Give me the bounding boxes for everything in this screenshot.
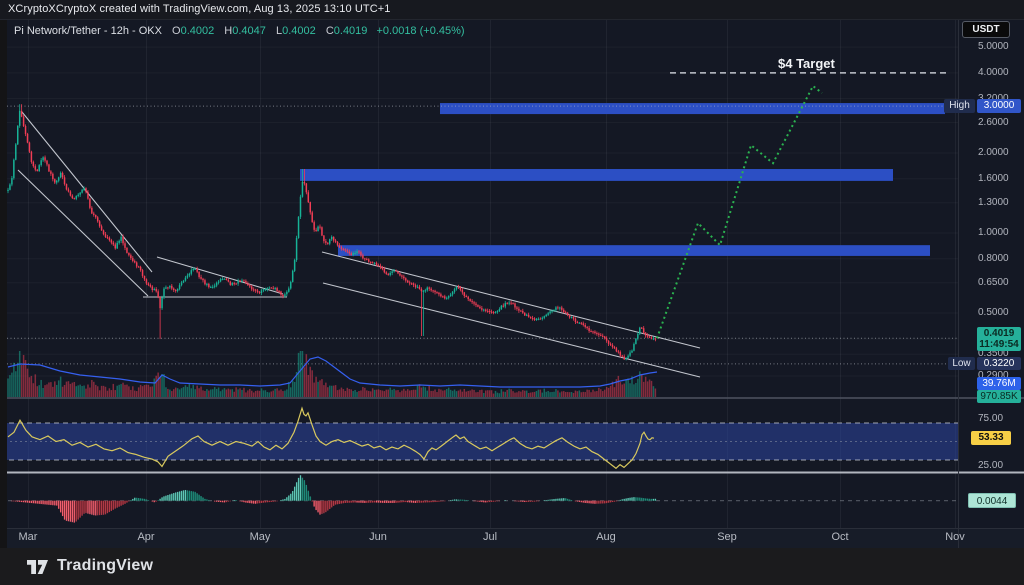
price-tick-label: 0.8000 — [978, 252, 1009, 264]
high-value: 0.4047 — [232, 25, 266, 37]
currency-toggle-button[interactable]: USDT — [962, 21, 1010, 38]
rsi-value-label: 53.33 — [971, 431, 1011, 446]
price-tick-label: 0.2900 — [978, 369, 1009, 381]
symbol-title: Pi Network/Tether - 12h - OKX — [14, 25, 162, 37]
time-axis-month-label[interactable]: Aug — [596, 531, 616, 543]
price-tick-label: 2.0000 — [978, 146, 1009, 158]
histogram-value-label: 0.0044 — [968, 492, 1016, 508]
footer-bar: TradingView — [0, 548, 1024, 585]
low-value: 0.4002 — [282, 25, 316, 37]
close-label: C — [325, 25, 334, 37]
time-axis[interactable] — [0, 528, 1024, 548]
low-label: L — [275, 25, 283, 37]
open-label: O — [172, 25, 181, 37]
attribution-bar: XCryptoXCryptoX created with TradingView… — [0, 0, 1024, 20]
price-tick-label: 4.0000 — [978, 66, 1009, 78]
time-axis-month-label[interactable]: Oct — [831, 531, 849, 543]
price-tick-label: 1.3000 — [978, 196, 1009, 208]
price-tick-label: 5.0000 — [978, 41, 1009, 53]
open-value: 0.4002 — [180, 25, 215, 37]
tradingview-logo-text: TradingView — [57, 556, 154, 574]
high-label: H — [224, 25, 233, 37]
close-value: 0.4019 — [333, 25, 368, 37]
change-value: +0.0018 (+0.45%) — [376, 25, 465, 37]
time-axis-month-label[interactable]: Jul — [482, 531, 498, 543]
last-price-value: 0.4019 — [983, 328, 1015, 340]
price-tick-label: 0.5000 — [978, 307, 1009, 319]
price-tick-label: 2.6000 — [978, 116, 1009, 128]
price-tick-label: 1.6000 — [978, 172, 1009, 184]
low-line-tag: Low — [948, 356, 975, 370]
time-axis-month-label[interactable]: Mar — [18, 531, 38, 543]
price-axis[interactable] — [958, 20, 1024, 548]
tradingview-logo[interactable]: TradingView — [26, 555, 153, 576]
bar-countdown: 11:49:54 — [979, 339, 1019, 351]
price-tick-label: 1.0000 — [978, 227, 1009, 238]
price-tick-label: 0.6500 — [978, 276, 1009, 288]
low-line-value: 0.3220 — [977, 356, 1021, 370]
tradingview-logo-icon — [27, 560, 48, 574]
price-target-annotation: $4 Target — [778, 55, 835, 71]
volume-ma-label: 39.76M — [977, 377, 1021, 390]
price-tick-label: 3.2000 — [978, 93, 1009, 104]
last-price-label: 0.4019 11:49:54 — [977, 327, 1021, 352]
rsi-tick-label: 75.00 — [978, 413, 1004, 425]
time-axis-month-label[interactable]: Apr — [137, 531, 155, 543]
rsi-tick-label: 25.00 — [978, 459, 1004, 471]
high-line-tag: High — [944, 99, 975, 114]
time-axis-month-label[interactable]: Jun — [369, 531, 387, 543]
time-axis-month-label[interactable]: May — [249, 531, 271, 543]
time-axis-month-label[interactable]: Nov — [945, 531, 965, 543]
chart-left-margin — [0, 20, 7, 548]
price-tick-label: 0.3500 — [978, 348, 1009, 360]
chart-canvas[interactable] — [0, 20, 1024, 528]
attribution-text: XCryptoXCryptoX created with TradingView… — [8, 3, 391, 15]
high-line-value: 3.0000 — [977, 99, 1021, 114]
symbol-info-row[interactable]: Pi Network/Tether - 12h - OKX O0.4002 H0… — [14, 25, 465, 37]
volume-value-label: 970.85K — [977, 390, 1021, 403]
time-axis-month-label[interactable]: Sep — [717, 531, 737, 543]
